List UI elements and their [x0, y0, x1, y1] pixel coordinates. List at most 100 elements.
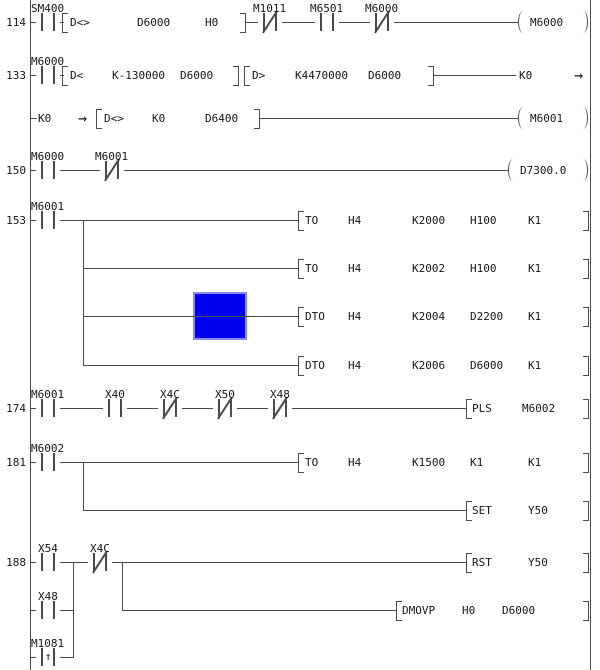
instruction-operand[interactable]: M6002 — [522, 402, 556, 415]
compare-operand[interactable]: D6400 — [205, 112, 239, 125]
instruction-cmd[interactable]: SET — [472, 504, 492, 517]
no-contact-x54[interactable] — [36, 553, 60, 571]
wire — [30, 170, 508, 171]
instruction-operand[interactable]: H0 — [462, 604, 476, 617]
instruction-operand[interactable]: H4 — [348, 262, 362, 275]
wire — [122, 610, 396, 611]
compare-op[interactable]: D< — [70, 69, 84, 82]
instruction-operand[interactable]: H4 — [348, 310, 362, 323]
no-contact-m6002[interactable] — [36, 453, 60, 471]
compare-operand[interactable]: K-130000 — [112, 69, 165, 82]
instruction-operand[interactable]: D6000 — [470, 359, 504, 372]
wire — [30, 220, 298, 221]
compare-operand[interactable]: D6000 — [137, 16, 171, 29]
instruction-operand[interactable]: K1 — [528, 214, 542, 227]
device-label: X4C — [160, 388, 180, 401]
wire — [83, 268, 298, 269]
contact-bar — [53, 601, 55, 619]
rung-number: 174 — [6, 402, 26, 415]
contact-bar — [53, 211, 55, 229]
bracket-close-icon — [233, 66, 239, 86]
coil-label[interactable]: M6001 — [530, 112, 564, 125]
compare-op[interactable]: D> — [252, 69, 266, 82]
wrap-out-label: K0 — [519, 69, 533, 82]
instruction-cmd[interactable]: DTO — [305, 359, 325, 372]
contact-bar — [320, 13, 322, 31]
no-contact-m6000[interactable] — [36, 161, 60, 179]
bracket-close-icon — [240, 13, 246, 33]
instruction-cmd[interactable]: PLS — [472, 402, 492, 415]
instruction-operand[interactable]: H4 — [348, 214, 362, 227]
nc-contact-x4c[interactable] — [88, 550, 112, 574]
no-contact-m6501[interactable] — [315, 13, 339, 31]
branch-wire — [83, 220, 84, 366]
rung-number: 150 — [6, 164, 26, 177]
compare-operand[interactable]: K0 — [152, 112, 166, 125]
no-contact-m6001[interactable] — [36, 399, 60, 417]
instruction-operand[interactable]: K2006 — [412, 359, 446, 372]
compare-operand[interactable]: K4470000 — [295, 69, 348, 82]
instruction-cmd[interactable]: TO — [305, 214, 319, 227]
contact-bar — [41, 13, 43, 31]
instruction-operand[interactable]: D2200 — [470, 310, 504, 323]
instruction-operand[interactable]: K1500 — [412, 456, 446, 469]
bracket-close-icon — [254, 109, 260, 129]
instruction-operand[interactable]: H100 — [470, 262, 497, 275]
contact-bar — [41, 601, 43, 619]
bracket-close-icon — [583, 453, 589, 473]
instruction-operand[interactable]: Y50 — [528, 504, 548, 517]
instruction-cmd[interactable]: DMOVP — [402, 604, 436, 617]
compare-operand[interactable]: H0 — [205, 16, 219, 29]
instruction-operand[interactable]: K1 — [528, 310, 542, 323]
compare-op[interactable]: D<> — [70, 16, 90, 29]
instruction-cmd[interactable]: DTO — [305, 310, 325, 323]
nc-contact-x4c[interactable] — [158, 396, 182, 420]
instruction-operand[interactable]: H4 — [348, 456, 362, 469]
contact-bar — [53, 553, 55, 571]
instruction-operand[interactable]: H100 — [470, 214, 497, 227]
no-contact-sm400[interactable] — [36, 13, 60, 31]
device-label: M1011 — [253, 2, 287, 15]
nc-contact-x50[interactable] — [213, 396, 237, 420]
instruction-operand[interactable]: D6000 — [502, 604, 536, 617]
coil-label[interactable]: D7300.0 — [520, 164, 567, 177]
coil-paren-icon — [578, 107, 588, 129]
nc-contact-m1011[interactable] — [258, 10, 282, 34]
instruction-cmd[interactable]: TO — [305, 262, 319, 275]
coil-label[interactable]: M6000 — [530, 16, 564, 29]
contact-bar — [387, 13, 389, 31]
instruction-operand[interactable]: K2004 — [412, 310, 446, 323]
bracket-close-icon — [583, 553, 589, 573]
bracket-open-icon — [396, 601, 402, 621]
no-contact-m6000[interactable] — [36, 66, 60, 84]
compare-op[interactable]: D<> — [104, 112, 124, 125]
contact-bar — [108, 399, 110, 417]
bracket-open-icon — [244, 66, 250, 86]
instruction-operand[interactable]: K1 — [528, 359, 542, 372]
device-label: X48 — [270, 388, 290, 401]
no-contact-x48[interactable] — [36, 601, 60, 619]
instruction-operand[interactable]: K1 — [470, 456, 484, 469]
instruction-cmd[interactable]: TO — [305, 456, 319, 469]
pulse-contact-m1081[interactable]: ↑ — [36, 648, 60, 666]
nc-contact-x48[interactable] — [268, 396, 292, 420]
device-label: SM400 — [31, 2, 65, 15]
instruction-operand[interactable]: H4 — [348, 359, 362, 372]
coil-paren-icon — [518, 11, 528, 33]
instruction-operand[interactable]: K2002 — [412, 262, 446, 275]
instruction-operand[interactable]: Y50 — [528, 556, 548, 569]
instruction-operand[interactable]: K1 — [528, 456, 542, 469]
device-label: X4C — [90, 542, 110, 555]
instruction-cmd[interactable]: RST — [472, 556, 492, 569]
instruction-operand[interactable]: K1 — [528, 262, 542, 275]
no-contact-x40[interactable] — [103, 399, 127, 417]
bracket-close-icon — [583, 211, 589, 231]
nc-contact-m6000[interactable] — [370, 10, 394, 34]
compare-operand[interactable]: D6000 — [180, 69, 214, 82]
compare-operand[interactable]: D6000 — [368, 69, 402, 82]
bracket-close-icon — [583, 601, 589, 621]
nc-contact-m6001[interactable] — [100, 158, 124, 182]
instruction-operand[interactable]: K2000 — [412, 214, 446, 227]
bracket-open-icon — [298, 211, 304, 231]
no-contact-m6001[interactable] — [36, 211, 60, 229]
